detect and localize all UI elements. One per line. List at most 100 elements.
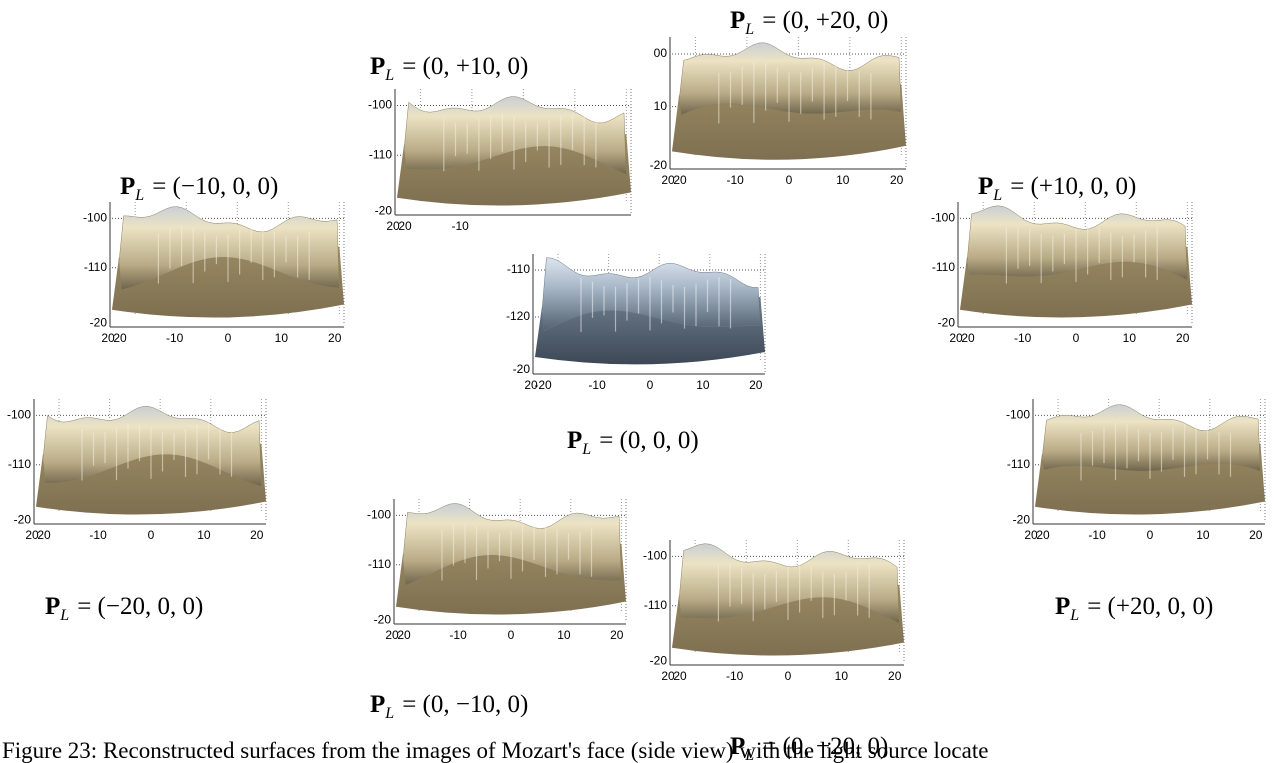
label-symbol: P [1055,593,1070,620]
x-tick-label: 10 [836,173,850,187]
x-tick-label: 0 [148,528,155,542]
x-tick-label: 20 [610,628,624,642]
y-tick-label: -100 [367,508,391,522]
label-subscript: L [581,441,591,458]
label-value: = (0, −20, 0) [762,733,888,760]
x-tick-label: 20 [749,378,763,392]
x-tick-label: 10 [275,331,289,345]
x-tick-label: 0 [225,331,232,345]
x-tick-label: 0 [508,628,515,642]
y-tick-label: -110 [932,260,955,274]
surface-top [678,42,902,116]
label-subscript: L [1069,607,1079,624]
caption: Figure 23: Reconstructed surfaces from t… [2,738,988,763]
label-subscript: L [744,21,754,38]
label-value: = (+10, 0, 0) [1010,173,1136,200]
y-tick-label: -110 [368,557,391,571]
y-tick-label: -20 [375,204,393,218]
x-tick-label: -10 [166,331,184,345]
x-tick-label: 20 [1176,331,1190,345]
x-tick-label: 20 [385,628,399,642]
panel-label: PL = (0, −20, 0) [730,733,888,763]
panel-label: PL = (−10, 0, 0) [120,173,278,204]
x-tick-label: 20 [386,219,400,233]
x-tick-label: 20 [1024,528,1038,542]
label-value: = (−20, 0, 0) [77,593,203,620]
surface-top [402,503,622,586]
surface-top [118,206,340,291]
x-tick-label: 20 [37,528,51,542]
label-subscript: L [134,187,144,204]
label-subscript: L [744,747,754,763]
label-symbol: P [978,173,993,200]
x-tick-label: -10 [726,669,744,683]
x-tick-label: -10 [1088,528,1106,542]
y-tick-label: -100 [931,211,955,225]
x-tick-label: 20 [25,528,39,542]
x-tick-label: 20 [949,331,963,345]
x-tick-label: 20 [661,669,675,683]
panel-label: PL = (0, +20, 0) [730,7,888,38]
y-tick-label: -20 [374,613,392,627]
y-tick-label: -100 [1006,408,1030,422]
x-tick-label: 20 [961,331,975,345]
y-tick-label: -110 [507,262,530,276]
surface-top [42,406,262,487]
panel-label: PL = (+20, 0, 0) [1055,593,1213,624]
x-tick-label: -10 [588,378,606,392]
y-tick-label: -110 [369,147,392,161]
panel-label: PL = (−20, 0, 0) [45,593,203,624]
y-tick-label: -20 [90,316,108,330]
label-value: = (+20, 0, 0) [1087,593,1213,620]
label-symbol: P [370,691,385,718]
panel-label: PL = (0, 0, 0) [567,427,699,458]
label-value: = (0, +20, 0) [762,7,888,34]
y-tick-label: -20 [14,513,32,527]
label-symbol: P [730,733,745,760]
x-tick-label: 10 [835,669,849,683]
label-symbol: P [370,53,385,80]
x-tick-label: 20 [888,669,902,683]
y-tick-label: -110 [8,457,31,471]
label-symbol: P [45,593,60,620]
label-subscript: L [992,187,1002,204]
x-tick-label: -10 [89,528,107,542]
x-tick-label: 20 [673,173,687,187]
y-tick-label: -20 [513,362,531,376]
x-tick-label: 20 [398,219,412,233]
label-symbol: P [730,7,745,34]
x-tick-label: 10 [1123,331,1137,345]
x-tick-label: 0 [785,669,792,683]
y-tick-label: -20 [1013,513,1031,527]
x-tick-label: 20 [101,331,115,345]
y-tick-label: -100 [83,211,107,225]
label-subscript: L [384,705,394,722]
panel-label: PL = (0, +10, 0) [370,53,528,84]
x-tick-label: 20 [397,628,411,642]
x-tick-label: 0 [1147,528,1154,542]
label-symbol: P [120,173,135,200]
x-tick-label: 20 [328,331,342,345]
y-tick-label: -100 [643,549,667,563]
y-tick-label: -100 [368,98,392,112]
surface-top [403,96,627,176]
x-tick-label: 20 [673,669,687,683]
x-tick-label: 20 [250,528,264,542]
label-subscript: L [59,607,69,624]
x-tick-label: 20 [661,173,675,187]
y-tick-label: -110 [644,598,667,612]
surface-top [1041,404,1261,472]
label-symbol: P [567,427,582,454]
y-tick-label: -120 [506,309,530,323]
surface-top [541,257,761,332]
x-tick-label: -20 [534,378,552,392]
